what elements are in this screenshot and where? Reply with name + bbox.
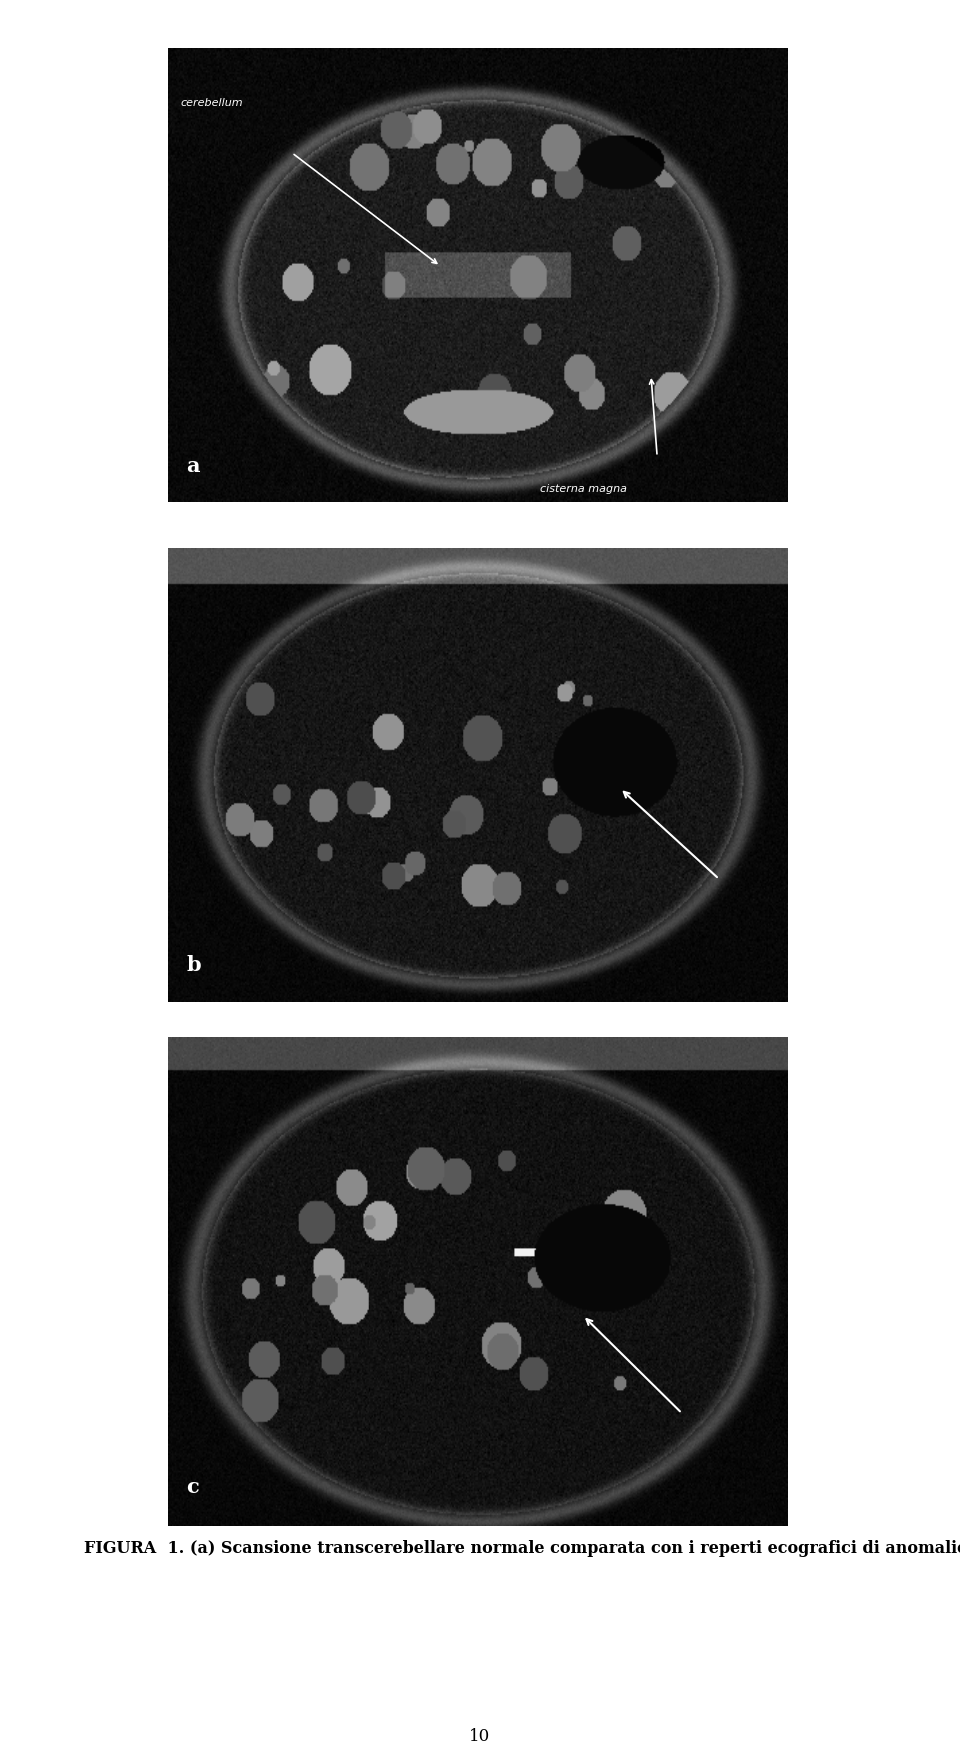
Text: cerebellum: cerebellum [180,99,243,108]
Text: b: b [186,954,202,975]
Text: a: a [186,455,200,476]
Text: 10: 10 [469,1727,491,1745]
Text: c: c [186,1476,200,1496]
Text: FIGURA  1. (a) Scansione transcerebellare normale comparata con i reperti ecogra: FIGURA 1. (a) Scansione transcerebellare… [84,1538,960,1556]
Text: cisterna magna: cisterna magna [540,483,627,494]
